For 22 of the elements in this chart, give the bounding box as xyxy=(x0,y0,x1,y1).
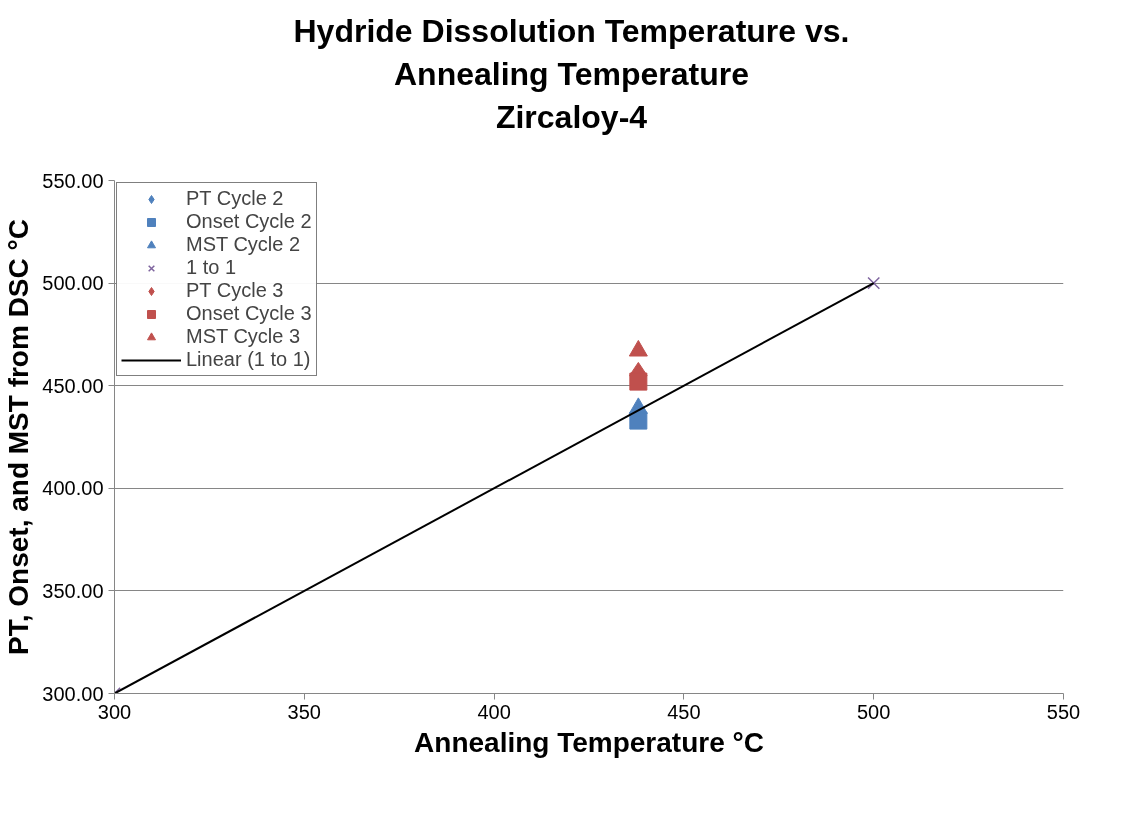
y-tick-label: 500.00 xyxy=(42,272,104,295)
legend-label: Linear (1 to 1) xyxy=(186,348,311,371)
legend-label: MST Cycle 2 xyxy=(186,233,301,256)
point xyxy=(629,372,648,391)
chart-title: Hydride Dissolution Temperature vs. Annealing Temperature Zircaloy-4 xyxy=(293,12,850,138)
y-tick-label: 350.00 xyxy=(42,579,104,602)
x-tick-label: 450 xyxy=(667,700,701,723)
y-axis-title: PT, Onset, and MST from DSC °C xyxy=(3,219,35,655)
x-tick-label: 400 xyxy=(477,700,511,723)
legend-label: Onset Cycle 2 xyxy=(186,210,312,233)
legend-label: Onset Cycle 3 xyxy=(186,302,312,325)
x-tick-label: 550 xyxy=(1046,700,1081,723)
legend-label: MST Cycle 3 xyxy=(186,325,301,348)
y-tick-label: 400.00 xyxy=(42,477,104,500)
x-axis-title: Annealing Temperature °C xyxy=(414,726,764,758)
x-tick-label: 500 xyxy=(857,700,891,723)
x-tick-label: 350 xyxy=(287,700,321,723)
y-tick-label: 450.00 xyxy=(42,374,104,397)
y-tick-label: 550.00 xyxy=(42,169,104,192)
legend-label: PT Cycle 2 xyxy=(186,187,284,210)
legend-label: PT Cycle 3 xyxy=(186,279,284,302)
legend-label: 1 to 1 xyxy=(186,256,237,279)
